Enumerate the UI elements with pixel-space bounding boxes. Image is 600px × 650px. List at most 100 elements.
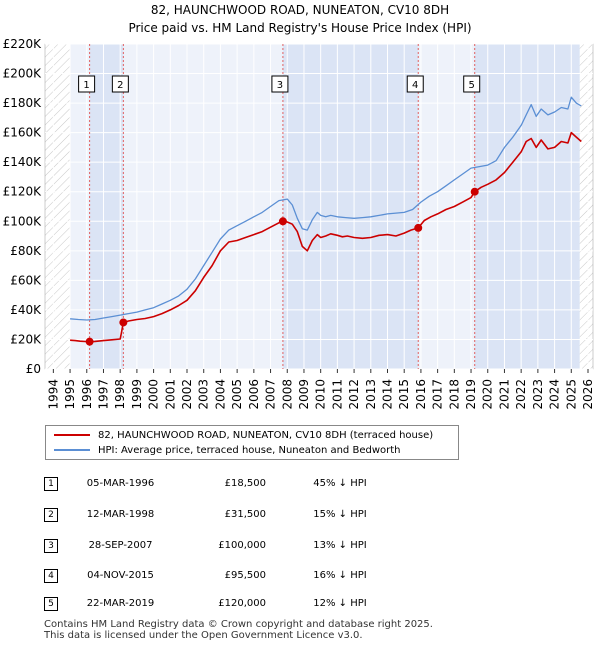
hatched-region	[45, 44, 71, 369]
x-tick-label: 2022	[514, 379, 528, 410]
legend-item-property: 82, HAUNCHWOOD ROAD, NUNEATON, CV10 8DH …	[54, 429, 433, 443]
sale-badge-label: 4	[412, 80, 418, 91]
transaction-price: £120,000	[218, 598, 266, 609]
x-tick-label: 2017	[431, 379, 445, 410]
y-tick-label: £220K	[3, 37, 43, 51]
shaded-period	[474, 44, 580, 369]
transaction-hpi-diff: 16% ↓ HPI	[313, 570, 367, 581]
x-tick-label: 1995	[63, 379, 77, 410]
x-tick-label: 2007	[264, 379, 278, 410]
y-axis: £0 £20K £40K £60K £80K £100K £120K £140K £160K £1…	[3, 37, 43, 376]
x-tick-label: 2015	[397, 379, 411, 410]
x-tick-label: 2016	[414, 379, 428, 410]
x-tick-label: 2012	[347, 379, 361, 410]
x-tick-label: 2005	[230, 379, 244, 410]
sale-point	[278, 217, 287, 226]
transaction-row: 1 05-MAR-1996 £18,500 45% ↓ HPI	[0, 474, 600, 494]
legend-swatch-property	[54, 434, 90, 436]
sale-badge	[463, 75, 481, 93]
x-tick-label: 2025	[564, 379, 578, 410]
y-tick-label: £20K	[10, 332, 42, 346]
transaction-row: 3 28-SEP-2007 £100,000 13% ↓ HPI	[0, 536, 600, 556]
sale-badge-label: 2	[117, 80, 123, 91]
sale-badge-label: 3	[277, 80, 283, 91]
x-tick-label: 2003	[197, 379, 211, 410]
transaction-date: 04-NOV-2015	[87, 570, 154, 581]
hatched-region	[579, 44, 593, 369]
x-tick-label: 2004	[213, 379, 227, 410]
x-tick-label: 2026	[581, 379, 595, 410]
x-tick-label: 2024	[548, 379, 562, 410]
x-tick-label: 2014	[381, 379, 395, 410]
sale-badge-label: 1	[83, 80, 89, 91]
transaction-price: £100,000	[218, 540, 266, 551]
x-tick-label: 2019	[464, 379, 478, 410]
x-tick-label: 1997	[96, 379, 110, 410]
transaction-row: 2 12-MAR-1998 £31,500 15% ↓ HPI	[0, 505, 600, 525]
sale-badges: 1 2 3 4 5	[78, 75, 481, 93]
gridlines	[45, 43, 593, 370]
sale-period-shading	[89, 44, 580, 369]
y-tick-label: £140K	[3, 155, 43, 169]
chart-title: 82, HAUNCHWOOD ROAD, NUNEATON, CV10 8DH	[151, 3, 449, 17]
x-axis: 1994 1995 1996 1997 1998 1999 2000 2001 2002 2003…	[46, 369, 595, 410]
transaction-hpi-diff: 12% ↓ HPI	[313, 598, 367, 609]
y-tick-label: £60K	[10, 273, 42, 287]
x-tick-label: 2021	[497, 379, 511, 410]
transaction-row: 4 04-NOV-2015 £95,500 16% ↓ HPI	[0, 566, 600, 586]
sale-points	[85, 187, 479, 346]
transaction-hpi-diff: 13% ↓ HPI	[313, 540, 367, 551]
x-tick-label: 1994	[46, 379, 60, 410]
sale-point	[470, 187, 479, 196]
x-tick-label: 1999	[130, 379, 144, 410]
sale-point	[414, 223, 423, 232]
x-tick-label: 1996	[80, 379, 94, 410]
x-tick-label: 2002	[180, 379, 194, 410]
transaction-hpi-diff: 45% ↓ HPI	[313, 478, 367, 489]
legend-item-hpi: HPI: Average price, terraced house, Nune…	[54, 444, 401, 458]
y-tick-label: £120K	[3, 185, 43, 199]
shaded-period	[89, 44, 124, 369]
x-tick-label: 2009	[297, 379, 311, 410]
sale-badge	[78, 75, 96, 93]
legend-label-property: 82, HAUNCHWOOD ROAD, NUNEATON, CV10 8DH …	[98, 430, 434, 441]
transaction-date: 12-MAR-1998	[86, 509, 155, 520]
x-tick-label: 2018	[447, 379, 461, 410]
x-tick-label: 2000	[147, 379, 161, 410]
x-tick-label: 2020	[481, 379, 495, 410]
transaction-number: 2	[44, 508, 58, 522]
property-price-line	[70, 131, 582, 343]
x-tick-label: 2023	[531, 379, 545, 410]
x-tick-label: 2008	[280, 379, 294, 410]
y-tick-label: £80K	[10, 244, 42, 258]
x-tick-label: 2013	[364, 379, 378, 410]
transaction-number: 5	[44, 597, 58, 611]
footer-line-1: Contains HM Land Registry data © Crown c…	[44, 619, 433, 630]
transaction-price: £95,500	[224, 570, 266, 581]
y-tick-label: £200K	[3, 67, 43, 81]
transaction-hpi-diff: 15% ↓ HPI	[313, 509, 367, 520]
sale-badge	[406, 75, 424, 93]
legend-label-hpi: HPI: Average price, terraced house, Nune…	[98, 445, 401, 456]
x-tick-label: 2001	[163, 379, 177, 410]
transaction-number: 3	[44, 539, 58, 553]
y-tick-label: £40K	[10, 303, 42, 317]
shaded-period	[282, 44, 419, 369]
legend-swatch-hpi	[54, 449, 90, 451]
x-tick-label: 2010	[314, 379, 328, 410]
x-tick-label: 2006	[247, 379, 261, 410]
y-tick-label: £160K	[3, 126, 43, 140]
y-tick-label: £0	[26, 362, 41, 376]
sale-badge	[111, 75, 129, 93]
x-tick-label: 2011	[330, 379, 344, 410]
transaction-date: 22-MAR-2019	[86, 598, 155, 609]
sale-point	[119, 318, 128, 327]
y-tick-label: £180K	[3, 96, 43, 110]
chart-legend: 82, HAUNCHWOOD ROAD, NUNEATON, CV10 8DH …	[45, 425, 459, 460]
transaction-number: 4	[44, 569, 58, 583]
transaction-row: 5 22-MAR-2019 £120,000 12% ↓ HPI	[0, 594, 600, 614]
transaction-date: 05-MAR-1996	[86, 478, 155, 489]
x-tick-label: 1998	[113, 379, 127, 410]
footer-attribution: Contains HM Land Registry data © Crown c…	[44, 619, 433, 641]
price-chart: 82, HAUNCHWOOD ROAD, NUNEATON, CV10 8DH …	[3, 3, 595, 410]
